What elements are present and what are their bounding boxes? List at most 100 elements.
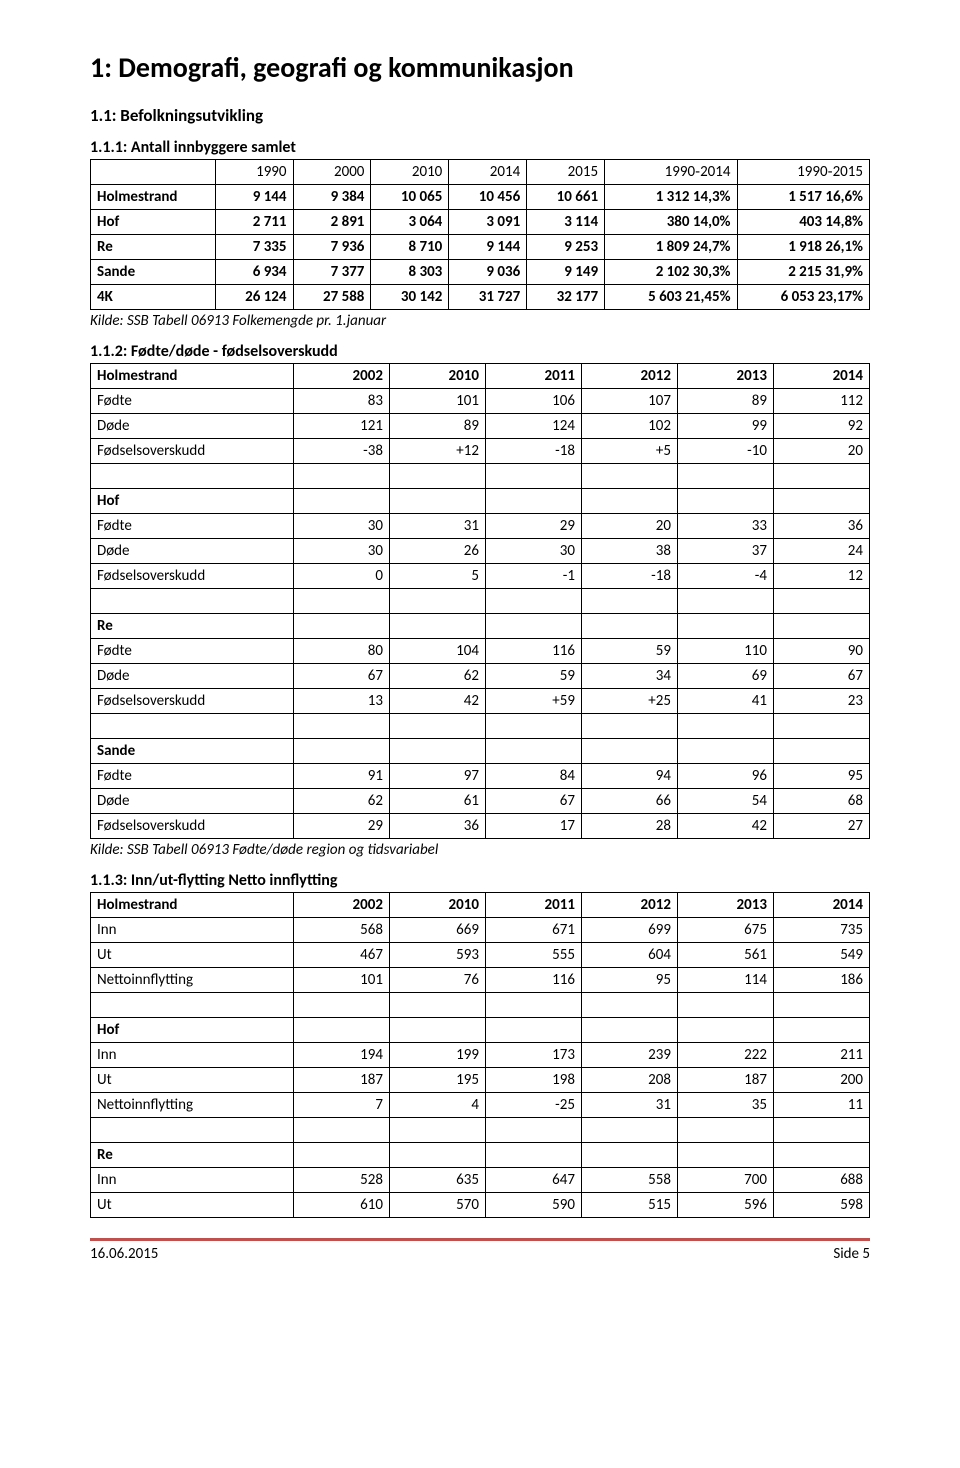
table-cell: 95: [581, 968, 677, 993]
table-cell: Ut: [91, 1068, 294, 1093]
table-cell: 239: [581, 1043, 677, 1068]
table-cell: 42: [677, 814, 773, 839]
spacer-cell: [293, 464, 389, 489]
table-cell: Fødte: [91, 389, 294, 414]
table-cell: 80: [293, 639, 389, 664]
table-cell: [773, 614, 869, 639]
table-cell: -38: [293, 439, 389, 464]
table-cell: [677, 1018, 773, 1043]
col-header: 2000: [293, 160, 371, 185]
spacer-cell: [677, 589, 773, 614]
table-cell: 66: [581, 789, 677, 814]
group-header: Hof: [91, 1018, 294, 1043]
table-cell: Ut: [91, 1193, 294, 1218]
table-cell: [677, 614, 773, 639]
col-header: 2014: [773, 364, 869, 389]
col-header: 2011: [485, 893, 581, 918]
table-cell: +59: [485, 689, 581, 714]
table-cell: 6 053 23,17%: [737, 285, 870, 310]
table-cell: 20: [581, 514, 677, 539]
table-cell: 114: [677, 968, 773, 993]
table-cell: 124: [485, 414, 581, 439]
table-cell: 3 064: [371, 210, 449, 235]
table-cell: 1 918 26,1%: [737, 235, 870, 260]
table-cell: Inn: [91, 1043, 294, 1068]
table-cell: 735: [773, 918, 869, 943]
table-cell: 32 177: [527, 285, 605, 310]
table-cell: 647: [485, 1168, 581, 1193]
spacer-cell: [293, 714, 389, 739]
table-cell: 23: [773, 689, 869, 714]
table-cell: Fødselsoverskudd: [91, 439, 294, 464]
table-cell: 10 065: [371, 185, 449, 210]
table-cell: 9 036: [449, 260, 527, 285]
table-cell: 699: [581, 918, 677, 943]
table-cell: Døde: [91, 539, 294, 564]
table-1-1-1-source: Kilde: SSB Tabell 06913 Folkemengde pr. …: [90, 312, 870, 330]
table-cell: 104: [389, 639, 485, 664]
table-cell: 1 312 14,3%: [605, 185, 737, 210]
table-cell: [581, 489, 677, 514]
spacer-cell: [293, 1118, 389, 1143]
table-cell: [677, 489, 773, 514]
table-cell: [773, 489, 869, 514]
table-cell: 37: [677, 539, 773, 564]
table-cell: [389, 739, 485, 764]
group-header: Re: [91, 614, 294, 639]
table-cell: 34: [581, 664, 677, 689]
table-cell: [485, 614, 581, 639]
spacer-cell: [91, 464, 294, 489]
table-cell: 42: [389, 689, 485, 714]
table-cell: +12: [389, 439, 485, 464]
table-cell: 675: [677, 918, 773, 943]
col-header: 2010: [389, 364, 485, 389]
table-cell: [773, 1143, 869, 1168]
table-cell: -18: [581, 564, 677, 589]
table-1-1-2: Holmestrand200220102011201220132014Fødte…: [90, 363, 870, 839]
col-header: 2014: [449, 160, 527, 185]
page: 1: Demografi, geografi og kommunikasjon …: [0, 0, 960, 1293]
table-cell: [293, 1143, 389, 1168]
spacer-cell: [389, 714, 485, 739]
table-cell: 31: [389, 514, 485, 539]
col-header: 1990‑2015: [737, 160, 870, 185]
table-cell: -10: [677, 439, 773, 464]
table-cell: 30 142: [371, 285, 449, 310]
col-header: Holmestrand: [91, 364, 294, 389]
col-header: 2010: [371, 160, 449, 185]
table-cell: 67: [773, 664, 869, 689]
col-header: 2011: [485, 364, 581, 389]
spacer-cell: [485, 1118, 581, 1143]
table-cell: 94: [581, 764, 677, 789]
table-cell: 83: [293, 389, 389, 414]
table-cell: 598: [773, 1193, 869, 1218]
table-cell: 593: [389, 943, 485, 968]
spacer-cell: [389, 464, 485, 489]
table-cell: 0: [293, 564, 389, 589]
table-cell: 9 149: [527, 260, 605, 285]
table-cell: [485, 1018, 581, 1043]
spacer-cell: [773, 1118, 869, 1143]
table-cell: Fødte: [91, 639, 294, 664]
col-header: 2010: [389, 893, 485, 918]
table-cell: 12: [773, 564, 869, 589]
table-cell: 515: [581, 1193, 677, 1218]
col-header: 2002: [293, 364, 389, 389]
table-cell: 27: [773, 814, 869, 839]
table-cell: [485, 489, 581, 514]
table-cell: 9 253: [527, 235, 605, 260]
table-cell: Fødte: [91, 764, 294, 789]
table-cell: Re: [91, 235, 216, 260]
table-cell: 99: [677, 414, 773, 439]
table-cell: 13: [293, 689, 389, 714]
table-cell: Holmestrand: [91, 185, 216, 210]
spacer-cell: [581, 589, 677, 614]
col-header: 2015: [527, 160, 605, 185]
table-cell: Fødselsoverskudd: [91, 689, 294, 714]
table-cell: 8 710: [371, 235, 449, 260]
table-cell: [581, 1143, 677, 1168]
table-cell: 29: [485, 514, 581, 539]
table-cell: 198: [485, 1068, 581, 1093]
col-header: 2013: [677, 893, 773, 918]
table-cell: [389, 489, 485, 514]
